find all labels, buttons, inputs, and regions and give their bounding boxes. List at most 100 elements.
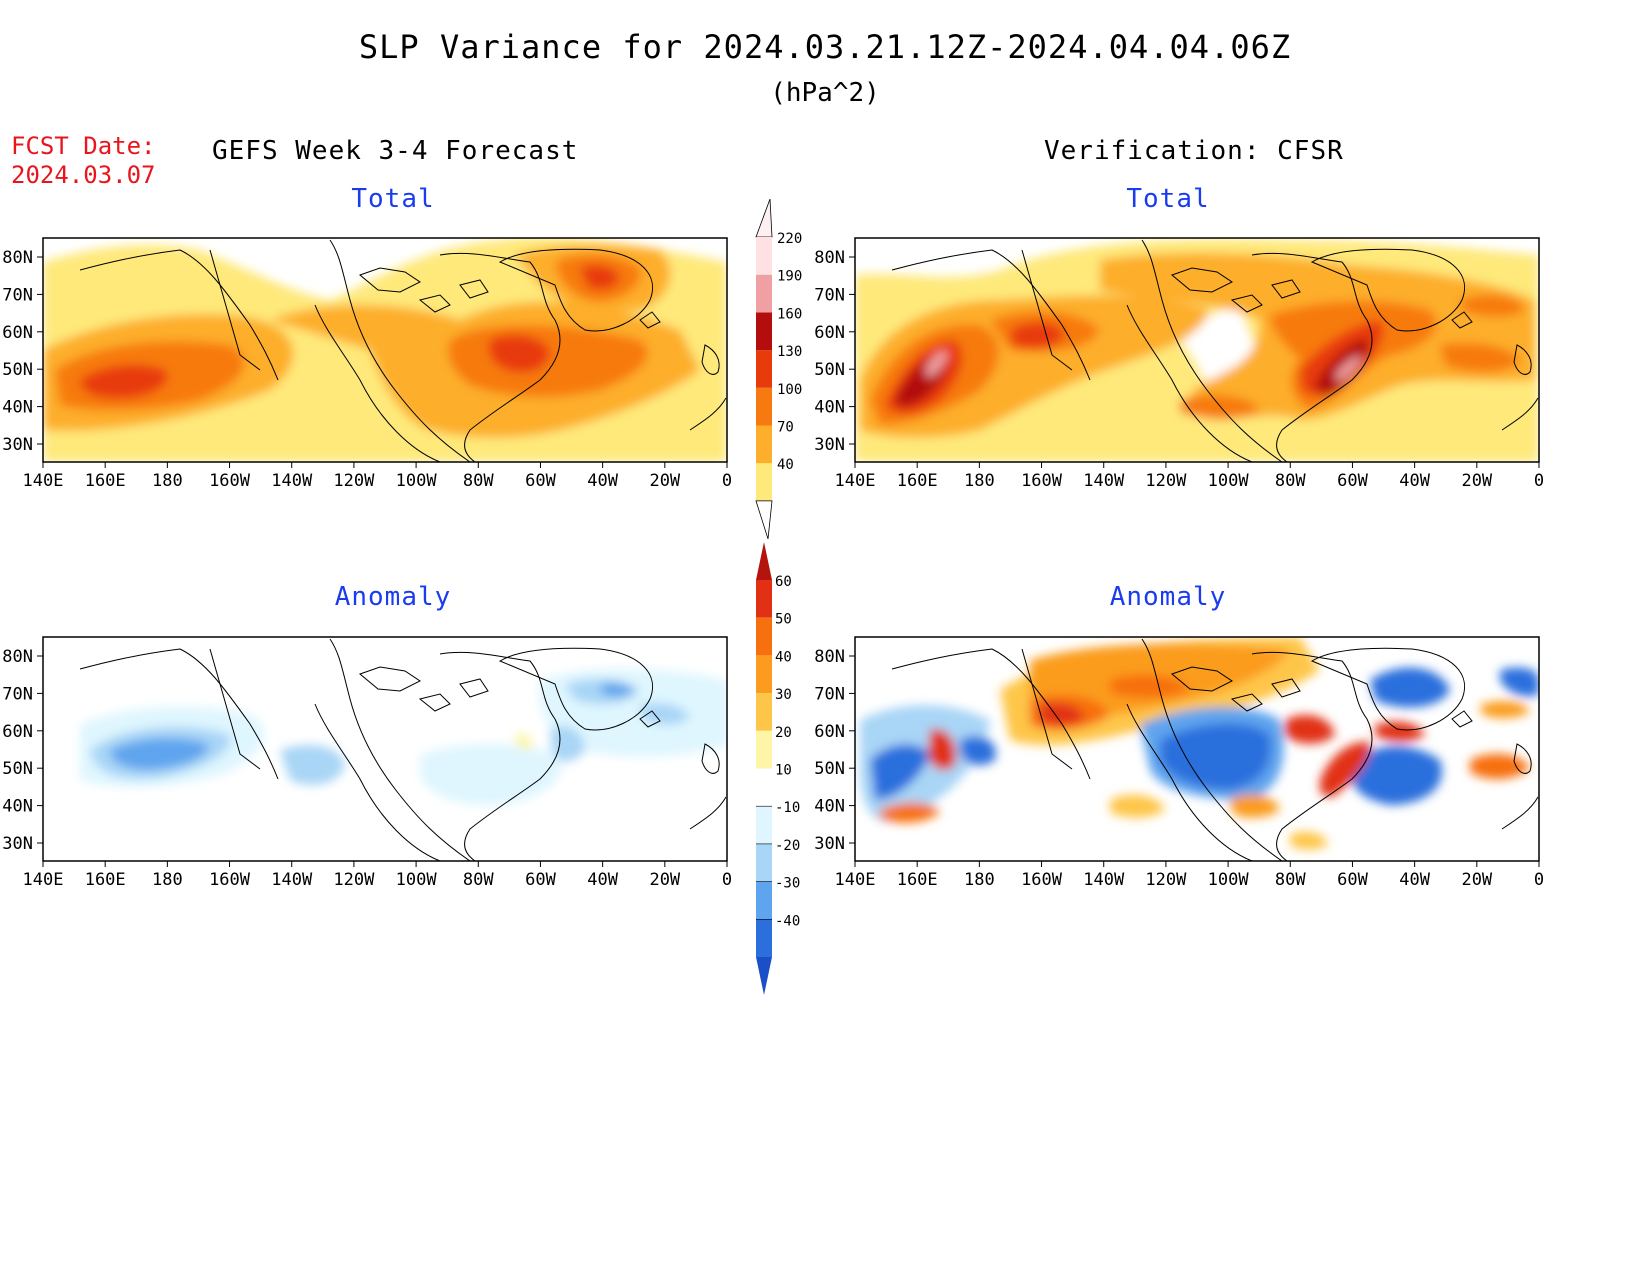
lat-tick-label: 30N <box>814 834 845 854</box>
verif-total-map <box>855 238 1539 462</box>
lon-tick-label: 180 <box>964 471 995 491</box>
colorbar-anomaly-label: 10 <box>775 763 792 779</box>
colorbar-total-swatch <box>756 237 772 275</box>
lon-tick-label: 80W <box>1275 870 1306 890</box>
lon-tick-label: 160E <box>85 870 126 890</box>
colorbar-total-bottom-arrow <box>755 500 773 540</box>
colorbar-anomaly-bottom-arrow <box>756 957 772 995</box>
lon-tick-label: 140E <box>835 870 876 890</box>
colorbar-total-swatch <box>756 425 772 464</box>
colorbar-anomaly-swatch <box>756 730 772 769</box>
units-label: (hPa^2) <box>770 78 880 108</box>
lat-tick-label: 60N <box>2 722 33 742</box>
colorbar-anomaly: 60 50 40 30 20 10 -10 -20 -30 -40 <box>756 542 800 995</box>
lat-tick-label: 70N <box>2 684 33 704</box>
colorbar-total-swatch <box>756 350 772 388</box>
colorbar-total-swatch <box>756 274 772 313</box>
fcst-date-label: FCST Date: <box>11 132 156 160</box>
lon-tick-label: 0 <box>722 870 732 890</box>
lat-tick-label: 40N <box>2 797 33 817</box>
lat-tick-label: 80N <box>2 248 33 268</box>
left-column-header: GEFS Week 3-4 Forecast <box>212 136 579 166</box>
lon-tick-label: 160E <box>897 870 938 890</box>
lon-tick-label: 20W <box>1461 471 1492 491</box>
colorbar-total-top-arrow <box>755 198 773 238</box>
lat-tick-label: 60N <box>814 722 845 742</box>
verif-total-frame <box>854 237 1540 463</box>
lon-tick-label: 40W <box>587 471 618 491</box>
lat-tick-label: 80N <box>2 647 33 667</box>
colorbar-total-label: 190 <box>777 269 802 285</box>
lon-tick-label: 20W <box>649 870 680 890</box>
lon-tick-label: 40W <box>1399 471 1430 491</box>
lat-tick-label: 50N <box>2 759 33 779</box>
lon-tick-label: 160E <box>897 471 938 491</box>
lon-tick-label: 140W <box>271 471 313 491</box>
colorbar-total-label: 70 <box>777 420 794 436</box>
lon-tick-label: 60W <box>525 870 556 890</box>
lon-tick-label: 120W <box>1145 870 1187 890</box>
lon-tick-label: 60W <box>1337 471 1368 491</box>
colorbar-total-label: 40 <box>777 457 794 473</box>
lat-tick-label: 30N <box>814 435 845 455</box>
lat-tick-label: 70N <box>814 285 845 305</box>
lon-tick-label: 0 <box>722 471 732 491</box>
fcst-total-frame <box>42 237 728 463</box>
lon-tick-label: 0 <box>1534 870 1544 890</box>
colorbar-anomaly-label: 30 <box>775 687 792 703</box>
colorbar-total-label: 100 <box>777 382 802 398</box>
lat-tick-label: 40N <box>2 398 33 418</box>
lon-tick-label: 120W <box>333 870 375 890</box>
colorbar-total-label: 160 <box>777 306 802 322</box>
colorbar-total-swatch <box>756 387 772 426</box>
colorbar-anomaly-label: -40 <box>775 913 800 929</box>
fcst-date-value: 2024.03.07 <box>11 161 156 189</box>
lon-tick-label: 40W <box>1399 870 1430 890</box>
main-title: SLP Variance for 2024.03.21.12Z-2024.04.… <box>358 28 1292 66</box>
lon-tick-label: 180 <box>152 870 183 890</box>
colorbar-total-label: 220 <box>777 231 802 247</box>
lon-tick-label: 180 <box>964 870 995 890</box>
colorbar-anomaly-label: -30 <box>775 876 800 892</box>
lon-tick-label: 140E <box>23 870 64 890</box>
colorbar-anomaly-swatch <box>756 768 772 807</box>
lat-tick-label: 50N <box>814 360 845 380</box>
lon-tick-label: 140E <box>23 471 64 491</box>
lat-tick-label: 30N <box>2 834 33 854</box>
verif-total-title: Total <box>1126 184 1210 214</box>
colorbar-anomaly-swatch <box>756 580 772 618</box>
lat-tick-label: 70N <box>2 285 33 305</box>
lat-tick-label: 50N <box>814 759 845 779</box>
colorbar-anomaly-label: 50 <box>775 612 792 628</box>
lon-tick-label: 180 <box>152 471 183 491</box>
lon-tick-label: 120W <box>333 471 375 491</box>
fcst-total-map <box>43 238 727 462</box>
verif-anomaly-frame <box>854 636 1540 862</box>
colorbar-anomaly-swatch <box>756 617 772 656</box>
verif-anomaly-title: Anomaly <box>1109 582 1227 612</box>
lon-tick-label: 100W <box>396 870 438 890</box>
lon-tick-label: 100W <box>396 471 438 491</box>
colorbar-anomaly-swatch <box>756 919 772 957</box>
fcst-anomaly-map <box>43 637 727 861</box>
lon-tick-label: 0 <box>1534 471 1544 491</box>
lon-tick-label: 120W <box>1145 471 1187 491</box>
colorbar-total-label: 130 <box>777 344 802 360</box>
lat-tick-label: 40N <box>814 797 845 817</box>
lon-tick-label: 160W <box>1021 870 1063 890</box>
lon-tick-label: 60W <box>525 471 556 491</box>
lat-tick-label: 30N <box>2 435 33 455</box>
lon-tick-label: 20W <box>1461 870 1492 890</box>
lat-tick-label: 40N <box>814 398 845 418</box>
lat-tick-label: 80N <box>814 248 845 268</box>
lon-tick-label: 20W <box>649 471 680 491</box>
lon-tick-label: 160W <box>209 471 251 491</box>
fcst-total-title: Total <box>351 184 435 214</box>
colorbar-total-swatch <box>756 463 772 501</box>
verif-anomaly-map <box>855 637 1539 861</box>
fcst-anomaly-frame <box>42 636 728 862</box>
colorbar-anomaly-top-arrow <box>756 542 772 580</box>
lon-tick-label: 80W <box>1275 471 1306 491</box>
colorbar-anomaly-label: 60 <box>775 574 792 590</box>
colorbar-anomaly-label: 40 <box>775 649 792 665</box>
